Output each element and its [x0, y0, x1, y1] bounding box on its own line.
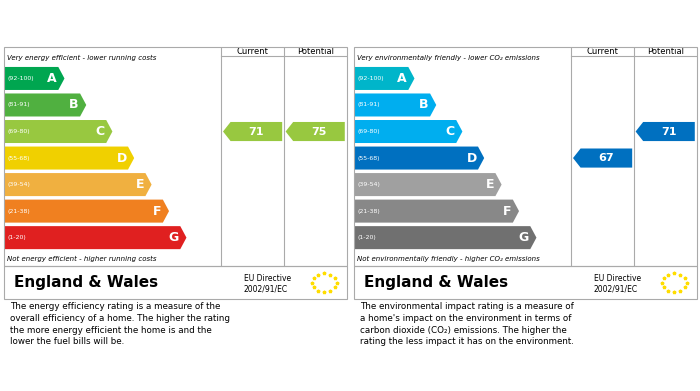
Text: (81-91): (81-91) [358, 102, 380, 108]
Text: Not energy efficient - higher running costs: Not energy efficient - higher running co… [7, 256, 156, 262]
Text: D: D [466, 152, 477, 165]
Polygon shape [5, 120, 113, 143]
Text: (21-38): (21-38) [8, 209, 30, 213]
Polygon shape [636, 122, 695, 141]
Polygon shape [573, 149, 632, 168]
Polygon shape [355, 120, 463, 143]
Text: B: B [69, 99, 78, 111]
Text: The energy efficiency rating is a measure of the
overall efficiency of a home. T: The energy efficiency rating is a measur… [10, 302, 230, 346]
Polygon shape [5, 93, 86, 117]
Text: A: A [48, 72, 57, 85]
Polygon shape [355, 173, 502, 196]
Text: (39-54): (39-54) [358, 182, 381, 187]
Text: EU Directive: EU Directive [244, 274, 290, 283]
Text: England & Wales: England & Wales [14, 275, 158, 290]
Text: C: C [96, 125, 105, 138]
Polygon shape [5, 67, 64, 90]
Polygon shape [355, 93, 436, 117]
Text: 71: 71 [248, 127, 264, 136]
Polygon shape [5, 173, 152, 196]
Text: Very environmentally friendly - lower CO₂ emissions: Very environmentally friendly - lower CO… [357, 55, 540, 61]
Polygon shape [223, 122, 282, 141]
Text: B: B [419, 99, 428, 111]
Text: The environmental impact rating is a measure of
a home's impact on the environme: The environmental impact rating is a mea… [360, 302, 574, 346]
Text: G: G [169, 231, 179, 244]
Text: (55-68): (55-68) [358, 156, 380, 161]
Polygon shape [355, 147, 484, 170]
Text: (69-80): (69-80) [8, 129, 30, 134]
Polygon shape [355, 67, 414, 90]
Text: 71: 71 [662, 127, 677, 136]
Polygon shape [5, 199, 169, 222]
Text: Not environmentally friendly - higher CO₂ emissions: Not environmentally friendly - higher CO… [357, 256, 540, 262]
Polygon shape [355, 199, 519, 222]
Polygon shape [5, 147, 134, 170]
Text: Current: Current [587, 47, 619, 56]
Text: Energy Efficiency Rating: Energy Efficiency Rating [10, 23, 173, 37]
Text: D: D [116, 152, 127, 165]
Text: (92-100): (92-100) [358, 76, 384, 81]
Text: E: E [486, 178, 494, 191]
Text: EU Directive: EU Directive [594, 274, 641, 283]
Text: (39-54): (39-54) [8, 182, 31, 187]
Text: Very energy efficient - lower running costs: Very energy efficient - lower running co… [7, 55, 156, 61]
Text: (92-100): (92-100) [8, 76, 34, 81]
Text: (69-80): (69-80) [358, 129, 380, 134]
Text: (21-38): (21-38) [358, 209, 380, 213]
Text: (55-68): (55-68) [8, 156, 30, 161]
Text: F: F [153, 204, 162, 218]
Text: F: F [503, 204, 512, 218]
Text: G: G [519, 231, 529, 244]
Text: Environmental Impact (CO₂) Rating: Environmental Impact (CO₂) Rating [360, 23, 593, 37]
Text: England & Wales: England & Wales [364, 275, 508, 290]
Text: E: E [136, 178, 144, 191]
Text: 75: 75 [312, 127, 327, 136]
Text: (81-91): (81-91) [8, 102, 30, 108]
Text: (1-20): (1-20) [358, 235, 377, 240]
Text: Potential: Potential [647, 47, 684, 56]
Text: 2002/91/EC: 2002/91/EC [594, 285, 638, 294]
Text: 2002/91/EC: 2002/91/EC [244, 285, 288, 294]
Polygon shape [355, 226, 536, 249]
Text: 67: 67 [598, 153, 614, 163]
Polygon shape [5, 226, 186, 249]
Text: Current: Current [237, 47, 269, 56]
Polygon shape [286, 122, 345, 141]
Text: (1-20): (1-20) [8, 235, 27, 240]
Text: A: A [398, 72, 407, 85]
Text: Potential: Potential [297, 47, 334, 56]
Text: C: C [446, 125, 455, 138]
